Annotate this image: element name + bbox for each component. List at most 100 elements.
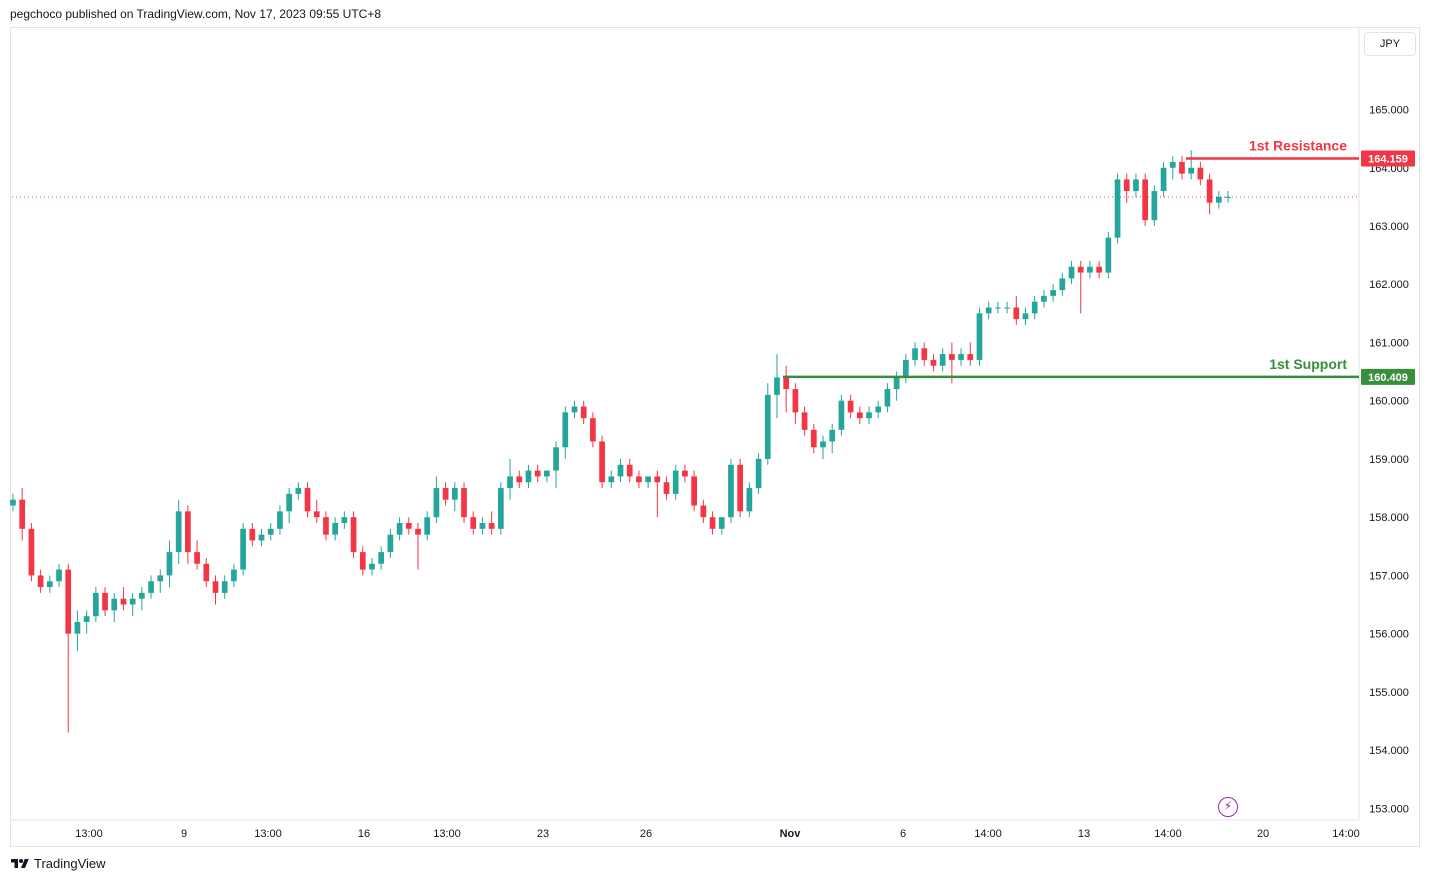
candle-body (1022, 313, 1029, 320)
candle-body (1096, 266, 1102, 273)
candle-body (1197, 167, 1204, 180)
y-tick-label: 157.000 (1369, 570, 1409, 582)
candle-body (783, 377, 790, 390)
candle-body (571, 406, 578, 413)
candle-body (249, 528, 256, 541)
candle-body (875, 406, 882, 413)
candle-body (764, 394, 771, 459)
candle-body (203, 563, 210, 582)
candle-body (1123, 179, 1130, 192)
candle-body (810, 429, 817, 448)
y-tick-label: 153.000 (1369, 803, 1409, 815)
y-tick-label: 158.000 (1369, 512, 1409, 524)
candles-group (10, 150, 1231, 733)
candle-body (286, 493, 292, 512)
candle-body (866, 412, 872, 419)
candle-body (553, 447, 559, 471)
candle-body (359, 552, 366, 570)
candle-body (1133, 179, 1139, 192)
candle-body (856, 412, 863, 419)
candle-body (451, 488, 458, 500)
y-tick-label: 154.000 (1369, 745, 1409, 757)
candle-body (396, 523, 403, 535)
candle-body (792, 389, 799, 413)
candle-body (1179, 161, 1185, 174)
candle-body (497, 488, 504, 529)
candle-body (369, 563, 375, 570)
x-tick-label: 13:00 (254, 828, 282, 840)
tradingview-logo-icon (11, 858, 29, 868)
candle-body (608, 476, 615, 483)
currency-button[interactable]: JPY (1364, 32, 1416, 56)
candle-body (148, 581, 154, 593)
candle-body (507, 476, 513, 489)
candle-body (378, 552, 385, 564)
candle-body (194, 552, 200, 564)
candle-body (341, 517, 348, 523)
candle-body (562, 412, 569, 448)
lightning-icon[interactable]: ⚡ (1218, 797, 1238, 817)
candle-body (691, 476, 697, 506)
candle-body (433, 488, 440, 518)
x-tick-label: 26 (640, 828, 652, 840)
candle-body (1160, 167, 1167, 192)
candle-body (544, 470, 550, 477)
candle-body (1004, 307, 1010, 309)
candle-body (37, 575, 44, 588)
candle-body (175, 511, 182, 553)
candle-body (405, 523, 412, 529)
candle-body (525, 470, 532, 483)
x-tick-label: 6 (900, 828, 906, 840)
resistance-price-tag (1361, 150, 1415, 167)
footer-brand[interactable]: TradingView (10, 856, 106, 871)
candle-body (590, 418, 596, 442)
candle-body (737, 464, 744, 512)
candle-body (958, 354, 964, 360)
candle-body (295, 488, 302, 494)
candle-body (599, 441, 605, 483)
x-tick-label: 13:00 (433, 828, 461, 840)
candle-body (323, 517, 329, 535)
candle-body (65, 569, 72, 634)
candle-body (332, 523, 339, 535)
candle-body (617, 464, 624, 477)
y-tick-label: 156.000 (1369, 629, 1409, 641)
price-axis[interactable]: 165.000164.000163.000162.000161.000160.0… (1358, 28, 1409, 820)
candle-body (166, 552, 173, 576)
candle-body (74, 622, 81, 634)
candle-body (1206, 179, 1213, 203)
chart-frame (10, 27, 1420, 847)
candle-body (728, 464, 734, 518)
candle-body (847, 400, 854, 413)
candle-body (682, 470, 688, 477)
candle-body (672, 470, 679, 494)
candle-body (221, 581, 228, 593)
candle-body (470, 517, 477, 529)
candle-body (516, 476, 523, 483)
x-tick-label: 14:00 (1154, 828, 1182, 840)
candle-body (415, 528, 421, 535)
candle-body (442, 488, 449, 500)
candle-body (212, 581, 219, 593)
support-label: 1st Support (1269, 356, 1347, 372)
candle-body (1077, 266, 1084, 273)
candle-body (92, 592, 99, 617)
candle-body (645, 476, 651, 483)
candle-body (304, 488, 311, 512)
levels-group[interactable]: 1st Resistance 164.159 1st Support 160.409 (783, 138, 1415, 385)
candle-body (829, 429, 836, 442)
candle-body (746, 488, 753, 512)
candle-body (1215, 196, 1222, 203)
candle-body (267, 528, 274, 535)
footer-brand-label: TradingView (34, 856, 106, 871)
y-tick-label: 159.000 (1369, 454, 1409, 466)
x-tick-label: 14:00 (974, 828, 1002, 840)
x-tick-label: 13 (1078, 828, 1090, 840)
candle-body (424, 517, 431, 535)
candle-body (884, 389, 891, 407)
candle-body (231, 569, 237, 582)
candle-body (755, 458, 762, 489)
time-axis[interactable]: 13:00 9 13:00 16 13:00 23 26 Nov 6 14:00 13 14:00 20… (11, 819, 1360, 840)
candle-body (636, 476, 642, 483)
